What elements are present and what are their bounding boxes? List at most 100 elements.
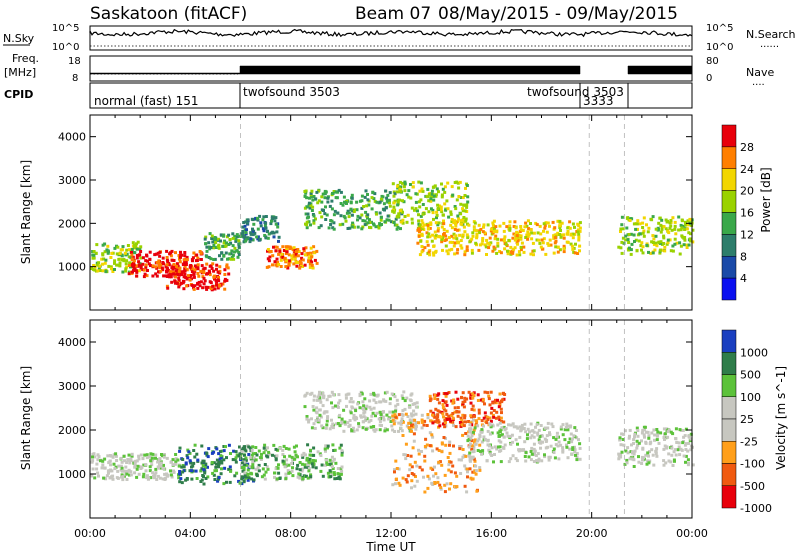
scatter-cell bbox=[162, 262, 165, 266]
scatter-cell bbox=[572, 250, 576, 254]
scatter-cell bbox=[411, 402, 415, 406]
scatter-cell bbox=[673, 224, 677, 228]
scatter-cell bbox=[287, 259, 291, 263]
scatter-cell bbox=[158, 250, 162, 254]
scatter-cell bbox=[129, 470, 133, 474]
scatter-cell bbox=[668, 238, 672, 242]
scatter-cell bbox=[299, 262, 303, 265]
scatter-cell bbox=[500, 426, 504, 430]
scatter-cell bbox=[446, 252, 450, 256]
scatter-cell bbox=[199, 258, 203, 261]
scatter-cell bbox=[137, 472, 141, 476]
scatter-cell bbox=[121, 469, 125, 473]
scatter-cell bbox=[415, 479, 419, 483]
scatter-cell bbox=[495, 251, 499, 255]
scatter-cell bbox=[217, 462, 221, 466]
scatter-cell bbox=[332, 227, 336, 231]
scatter-cell bbox=[529, 450, 533, 453]
scatter-cell bbox=[689, 232, 692, 236]
scatter-cell bbox=[504, 242, 508, 246]
scatter-cell bbox=[396, 402, 400, 406]
scatter-cell bbox=[531, 241, 535, 245]
scatter-cell bbox=[336, 211, 340, 215]
scatter-cell bbox=[213, 287, 217, 291]
scatter-cell bbox=[449, 223, 453, 227]
scatter-cell bbox=[430, 192, 433, 196]
scatter-cell bbox=[458, 421, 462, 424]
scatter-cell bbox=[250, 477, 254, 481]
scatter-cell bbox=[130, 250, 133, 254]
scatter-cell bbox=[91, 459, 95, 463]
scatter-cell bbox=[316, 398, 319, 402]
scatter-cell bbox=[578, 229, 582, 233]
scatter-cell bbox=[248, 465, 252, 468]
scatter-cell bbox=[138, 465, 142, 469]
scatter-cell bbox=[202, 276, 206, 280]
scatter-cell bbox=[683, 236, 687, 239]
scatter-cell bbox=[532, 253, 535, 257]
scatter-cell bbox=[135, 274, 139, 278]
scatter-cell bbox=[145, 474, 149, 478]
nsky-frame bbox=[89, 25, 693, 51]
scatter-cell bbox=[637, 239, 641, 243]
scatter-cell bbox=[222, 445, 226, 448]
scatter-cell bbox=[229, 452, 232, 455]
scatter-cell bbox=[443, 392, 447, 396]
scatter-cell bbox=[488, 432, 492, 436]
scatter-cell bbox=[294, 254, 298, 258]
scatter-cell bbox=[423, 490, 427, 494]
scatter-cell bbox=[429, 199, 433, 203]
scatter-cell bbox=[216, 286, 220, 290]
scatter-cell bbox=[369, 392, 373, 396]
scatter-cell bbox=[273, 219, 277, 223]
scatter-cell bbox=[180, 465, 184, 469]
scatter-cell bbox=[142, 268, 146, 272]
scatter-cell bbox=[110, 251, 114, 255]
scatter-cell bbox=[563, 438, 567, 442]
scatter-cell bbox=[519, 429, 523, 433]
scatter-cell bbox=[326, 463, 330, 466]
scatter-cell bbox=[525, 437, 529, 441]
y-tick-label: 4000 bbox=[58, 131, 86, 144]
scatter-cell bbox=[256, 216, 259, 220]
x-tick-label: 08:00 bbox=[275, 527, 307, 540]
scatter-cell bbox=[240, 475, 244, 479]
scatter-cell bbox=[353, 416, 357, 420]
scatter-cell bbox=[463, 396, 467, 400]
scatter-cell bbox=[479, 227, 483, 231]
scatter-cell bbox=[238, 234, 242, 238]
scatter-cell bbox=[133, 471, 137, 475]
scatter-cell bbox=[251, 463, 255, 466]
scatter-cell bbox=[426, 224, 430, 227]
scatter-cell bbox=[325, 423, 329, 427]
scatter-cell bbox=[520, 241, 524, 245]
scatter-cell bbox=[109, 256, 113, 259]
scatter-cell bbox=[437, 221, 441, 225]
scatter-cell bbox=[502, 221, 506, 225]
scatter-cell bbox=[558, 248, 562, 252]
scatter-cell bbox=[318, 408, 322, 412]
scatter-cell bbox=[501, 398, 505, 402]
scatter-cell bbox=[562, 250, 566, 254]
scatter-cell bbox=[249, 231, 253, 235]
scatter-cell bbox=[377, 226, 381, 230]
scatter-cell bbox=[653, 438, 656, 442]
scatter-cell bbox=[295, 444, 298, 448]
scatter-cell bbox=[163, 472, 167, 476]
scatter-cell bbox=[227, 467, 231, 471]
scatter-cell bbox=[287, 447, 291, 451]
scatter-cell bbox=[165, 456, 169, 460]
scatter-cell bbox=[433, 236, 437, 240]
scatter-cell bbox=[101, 252, 105, 256]
scatter-cell bbox=[105, 474, 109, 478]
scatter-cell bbox=[144, 259, 148, 263]
scatter-cell bbox=[391, 414, 395, 418]
scatter-cell bbox=[340, 453, 344, 457]
scatter-cell bbox=[180, 253, 184, 257]
scatter-cell bbox=[513, 246, 517, 250]
scatter-cell bbox=[325, 410, 329, 414]
scatter-cell bbox=[569, 233, 573, 237]
scatter-cell bbox=[186, 274, 190, 278]
scatter-cell bbox=[523, 225, 527, 229]
scatter-cell bbox=[505, 431, 509, 435]
